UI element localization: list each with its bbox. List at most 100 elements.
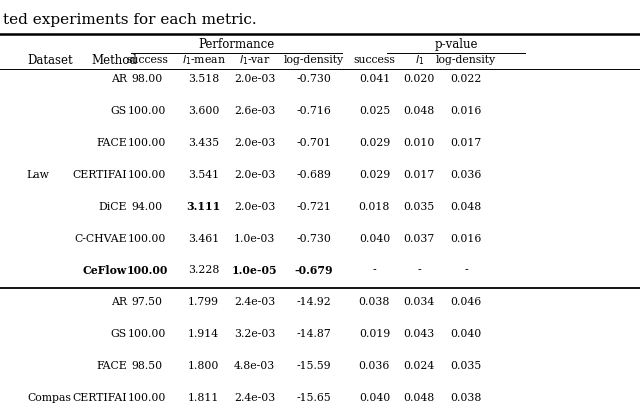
Text: 2.4e-03: 2.4e-03 xyxy=(234,393,275,403)
Text: 3.228: 3.228 xyxy=(188,265,220,276)
Text: 0.017: 0.017 xyxy=(451,138,481,148)
Text: -: - xyxy=(464,265,468,276)
Text: 0.035: 0.035 xyxy=(451,361,481,371)
Text: 2.0e-03: 2.0e-03 xyxy=(234,202,275,212)
Text: 0.024: 0.024 xyxy=(404,361,435,371)
Text: 0.016: 0.016 xyxy=(450,234,482,244)
Text: 0.037: 0.037 xyxy=(404,234,435,244)
Text: 0.020: 0.020 xyxy=(403,74,435,84)
Text: CeFlow: CeFlow xyxy=(83,265,127,276)
Text: 100.00: 100.00 xyxy=(128,106,166,116)
Text: 0.040: 0.040 xyxy=(359,393,390,403)
Text: p-value: p-value xyxy=(435,38,477,50)
Text: FACE: FACE xyxy=(96,138,127,148)
Text: FACE: FACE xyxy=(96,361,127,371)
Text: $l_1$-var: $l_1$-var xyxy=(239,54,271,67)
Text: 0.034: 0.034 xyxy=(404,297,435,307)
Text: 0.010: 0.010 xyxy=(403,138,435,148)
Text: success: success xyxy=(353,55,396,66)
Text: 94.00: 94.00 xyxy=(132,202,163,212)
Text: 0.029: 0.029 xyxy=(359,170,390,180)
Text: -: - xyxy=(417,265,421,276)
Text: 0.048: 0.048 xyxy=(404,106,435,116)
Text: C-CHVAE: C-CHVAE xyxy=(74,234,127,244)
Text: 0.036: 0.036 xyxy=(450,170,482,180)
Text: -0.730: -0.730 xyxy=(296,74,331,84)
Text: 0.018: 0.018 xyxy=(358,202,390,212)
Text: $l_1$-mean: $l_1$-mean xyxy=(182,54,225,67)
Text: -0.721: -0.721 xyxy=(296,202,331,212)
Text: ted experiments for each metric.: ted experiments for each metric. xyxy=(3,13,257,26)
Text: 98.50: 98.50 xyxy=(132,361,163,371)
Text: 0.041: 0.041 xyxy=(359,74,390,84)
Text: Method: Method xyxy=(91,54,137,67)
Text: 0.048: 0.048 xyxy=(404,393,435,403)
Text: 1.800: 1.800 xyxy=(188,361,220,371)
Text: -0.701: -0.701 xyxy=(296,138,331,148)
Text: GS: GS xyxy=(111,106,127,116)
Text: 0.040: 0.040 xyxy=(451,329,481,339)
Text: CERTIFAI: CERTIFAI xyxy=(72,393,127,403)
Text: 3.435: 3.435 xyxy=(188,138,219,148)
Text: Compas: Compas xyxy=(27,393,71,403)
Text: 0.035: 0.035 xyxy=(404,202,435,212)
Text: -: - xyxy=(372,265,376,276)
Text: GS: GS xyxy=(111,329,127,339)
Text: 2.0e-03: 2.0e-03 xyxy=(234,138,275,148)
Text: success: success xyxy=(126,55,168,66)
Text: 100.00: 100.00 xyxy=(128,170,166,180)
Text: -0.716: -0.716 xyxy=(296,106,331,116)
Text: -14.87: -14.87 xyxy=(296,329,331,339)
Text: -0.730: -0.730 xyxy=(296,234,331,244)
Text: 4.8e-03: 4.8e-03 xyxy=(234,361,275,371)
Text: 0.019: 0.019 xyxy=(359,329,390,339)
Text: 2.4e-03: 2.4e-03 xyxy=(234,297,275,307)
Text: 1.811: 1.811 xyxy=(188,393,220,403)
Text: log-density: log-density xyxy=(436,55,496,66)
Text: 100.00: 100.00 xyxy=(128,138,166,148)
Text: 0.036: 0.036 xyxy=(358,361,390,371)
Text: 3.518: 3.518 xyxy=(188,74,219,84)
Text: DiCE: DiCE xyxy=(98,202,127,212)
Text: 3.461: 3.461 xyxy=(188,234,219,244)
Text: 0.016: 0.016 xyxy=(450,106,482,116)
Text: -15.59: -15.59 xyxy=(296,361,331,371)
Text: Law: Law xyxy=(27,170,50,180)
Text: 0.022: 0.022 xyxy=(450,74,482,84)
Text: AR: AR xyxy=(111,74,127,84)
Text: 0.029: 0.029 xyxy=(359,138,390,148)
Text: 0.046: 0.046 xyxy=(451,297,481,307)
Text: 2.6e-03: 2.6e-03 xyxy=(234,106,275,116)
Text: 2.0e-03: 2.0e-03 xyxy=(234,74,275,84)
Text: 0.043: 0.043 xyxy=(404,329,435,339)
Text: 3.2e-03: 3.2e-03 xyxy=(234,329,275,339)
Text: 1.914: 1.914 xyxy=(188,329,219,339)
Text: 1.0e-03: 1.0e-03 xyxy=(234,234,275,244)
Text: 100.00: 100.00 xyxy=(128,329,166,339)
Text: 0.038: 0.038 xyxy=(358,297,390,307)
Text: 1.0e-05: 1.0e-05 xyxy=(232,265,278,276)
Text: 1.799: 1.799 xyxy=(188,297,219,307)
Text: 0.040: 0.040 xyxy=(359,234,390,244)
Text: 2.0e-03: 2.0e-03 xyxy=(234,170,275,180)
Text: 0.017: 0.017 xyxy=(404,170,435,180)
Text: Dataset: Dataset xyxy=(27,54,72,67)
Text: 97.50: 97.50 xyxy=(132,297,163,307)
Text: -14.92: -14.92 xyxy=(296,297,331,307)
Text: 100.00: 100.00 xyxy=(127,265,168,276)
Text: 3.541: 3.541 xyxy=(188,170,219,180)
Text: 100.00: 100.00 xyxy=(128,234,166,244)
Text: 3.111: 3.111 xyxy=(186,201,221,212)
Text: CERTIFAI: CERTIFAI xyxy=(72,170,127,180)
Text: -0.689: -0.689 xyxy=(296,170,331,180)
Text: 0.025: 0.025 xyxy=(359,106,390,116)
Text: log-density: log-density xyxy=(284,55,344,66)
Text: 3.600: 3.600 xyxy=(188,106,220,116)
Text: 98.00: 98.00 xyxy=(132,74,163,84)
Text: -0.679: -0.679 xyxy=(294,265,333,276)
Text: $l_1$: $l_1$ xyxy=(415,54,424,67)
Text: 0.038: 0.038 xyxy=(450,393,482,403)
Text: Performance: Performance xyxy=(198,38,275,50)
Text: 100.00: 100.00 xyxy=(128,393,166,403)
Text: 0.048: 0.048 xyxy=(451,202,481,212)
